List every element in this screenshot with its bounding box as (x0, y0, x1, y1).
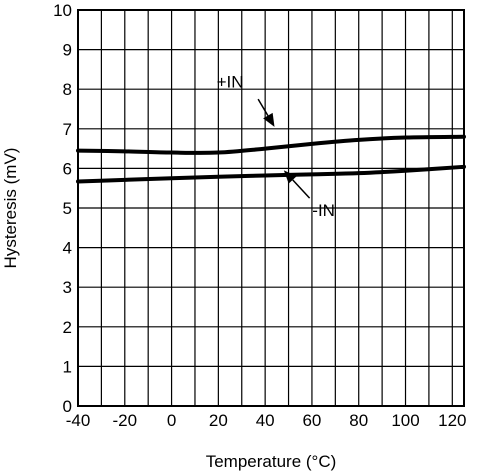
y-tick-label: 9 (63, 41, 72, 60)
x-tick-labels: -40 -20 0 20 40 60 80 100 120 (66, 411, 467, 430)
y-axis-label: Hysteresis (mV) (1, 148, 20, 269)
x-tick-label: 100 (391, 411, 419, 430)
x-tick-label: -40 (66, 411, 91, 430)
x-tick-label: 0 (167, 411, 176, 430)
annotation-arrow-head (263, 112, 275, 127)
y-tick-label: 7 (63, 120, 72, 139)
x-tick-label: -20 (112, 411, 137, 430)
y-tick-label: 2 (63, 318, 72, 337)
x-axis-label: Temperature (°C) (206, 452, 337, 471)
grid (78, 10, 464, 406)
series-line-plus-in (76, 134, 466, 155)
y-tick-label: 6 (63, 159, 72, 178)
y-tick-label: 4 (63, 239, 72, 258)
annotation-label: +IN (217, 72, 244, 91)
y-tick-label: 10 (53, 1, 72, 20)
annotations: +IN -IN (217, 72, 335, 220)
y-tick-label: 1 (63, 357, 72, 376)
plot-frame (77, 9, 465, 407)
annotation-arrow-shaft (292, 179, 311, 199)
x-tick-label: 20 (209, 411, 228, 430)
annotation-arrow-head (283, 170, 297, 184)
y-tick-label: 3 (63, 278, 72, 297)
series-line-minus-in (76, 164, 466, 184)
x-tick-label: 40 (256, 411, 275, 430)
y-tick-label: 0 (63, 397, 72, 416)
x-tick-label: 80 (349, 411, 368, 430)
annotation-arrow-shaft (257, 98, 269, 117)
annotation-label: -IN (312, 201, 335, 220)
x-tick-label: 120 (438, 411, 466, 430)
x-tick-label: 60 (302, 411, 321, 430)
y-tick-labels: 0 1 2 3 4 5 6 7 8 9 10 (53, 1, 72, 416)
y-tick-label: 5 (63, 199, 72, 218)
series-group (76, 134, 466, 184)
y-tick-label: 8 (63, 80, 72, 99)
